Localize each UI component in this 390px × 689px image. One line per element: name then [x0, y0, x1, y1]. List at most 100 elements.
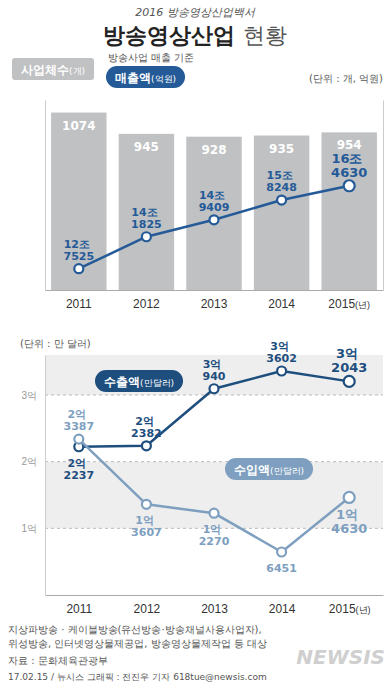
- x-tick: 2013: [201, 290, 228, 311]
- bar: [254, 136, 309, 290]
- label-line: 1825: [131, 218, 162, 231]
- data-label: 3억 3602: [266, 340, 297, 365]
- y-tick-label: 2억: [21, 456, 37, 467]
- x-tick: 2015(년): [329, 595, 371, 616]
- series-name: 수출액(만달러): [104, 375, 174, 389]
- page: 2016 방송영상산업백서방송영상산업 현황107494592893595412…: [0, 0, 390, 689]
- markers: [74, 366, 354, 451]
- x-tick: 2014: [268, 290, 295, 311]
- x-axis: 2011 2012 2013 2014 2015(년): [46, 290, 384, 311]
- label-line: 3607: [131, 526, 162, 539]
- marker: [210, 384, 219, 393]
- y-tick-label: 3억: [21, 390, 37, 401]
- label-line: 1억: [336, 507, 363, 522]
- axis-line: [45, 101, 46, 291]
- x-tick-label: 2011: [66, 602, 92, 616]
- text-part: 매출액: [115, 71, 151, 85]
- text-part: (년): [356, 605, 371, 615]
- axis-line: [46, 290, 384, 291]
- grid-band: [45, 355, 383, 395]
- unit-label: (단위 : 개, 억원): [309, 73, 383, 84]
- data-label: 12조 7525: [63, 238, 94, 263]
- grid-band: [45, 462, 383, 529]
- x-tick-label: 2011: [66, 297, 92, 311]
- title-part: 방송영상산업: [103, 23, 243, 48]
- marker: [344, 180, 355, 191]
- chart-1: 107494592893595412조 752514조 182514조 9409…: [12, 52, 384, 311]
- y-axis: 1억 2억 3억: [21, 356, 45, 596]
- y2-axis: [383, 101, 384, 291]
- text-part: 2015: [328, 297, 355, 311]
- series-name: 수입액(만달러): [234, 463, 304, 477]
- badge-box: [225, 458, 313, 480]
- text-part: 수입액: [234, 463, 270, 477]
- x-tick-label: 2012: [133, 297, 160, 311]
- label-line: 16조: [331, 151, 367, 166]
- x-tick-label: 2014: [268, 297, 295, 311]
- marker: [344, 492, 355, 503]
- text-part: 2012: [133, 297, 160, 311]
- label-line: 2237: [63, 469, 94, 482]
- text-part: (개): [69, 66, 85, 76]
- data-label: 935: [269, 142, 294, 156]
- note: 위성방송, 인터넷영상물제공업, 방송영상물제작업 등 대상: [8, 638, 267, 649]
- marker: [210, 509, 219, 518]
- x-tick: 2012: [134, 595, 161, 616]
- grid-line: [45, 461, 383, 462]
- label-line: 2270: [199, 535, 230, 548]
- text-part: (만달러): [140, 378, 174, 388]
- label-line: 6451: [266, 562, 297, 575]
- data-label: 2억 2382: [131, 415, 162, 440]
- x-tick-label: 2015(년): [329, 602, 371, 616]
- series-badge: 사업체수(개): [12, 58, 94, 80]
- x-tick: 2011: [66, 595, 92, 616]
- title: 방송영상산업 현황: [103, 23, 287, 48]
- marker: [142, 232, 151, 241]
- text-part: 2012: [134, 602, 161, 616]
- data-label: 1억 3607: [131, 514, 162, 539]
- data-label: 928: [201, 143, 226, 157]
- text-part: 2014: [269, 602, 296, 616]
- text-part: 2013: [201, 297, 228, 311]
- x-tick: 2011: [66, 290, 92, 311]
- text-part: 2011: [66, 297, 92, 311]
- x-tick: 2015(년): [328, 290, 370, 311]
- title-part: 현황: [243, 23, 287, 48]
- x-tick-label: 2013: [201, 602, 228, 616]
- label-line: 940: [203, 370, 226, 383]
- badge-box: [106, 66, 185, 88]
- y-tick-label: 1억: [21, 523, 37, 534]
- label-line: 3602: [266, 352, 297, 365]
- x-tick-label: 2013: [201, 297, 228, 311]
- x-tick-label: 2014: [269, 602, 296, 616]
- bars: [51, 113, 377, 290]
- y-tick: 3억: [21, 390, 45, 401]
- labels: 2억 22372억 23823억 9403억 36023억 20432억 338…: [63, 340, 367, 575]
- marker: [277, 196, 286, 205]
- text-part: 수출액: [104, 375, 140, 389]
- badge-box: [12, 58, 94, 80]
- infographic: 2016 방송영상산업백서방송영상산업 현황107494592893595412…: [0, 0, 390, 689]
- series-name: 매출액(억원): [115, 71, 176, 85]
- label-line: 4630: [331, 165, 367, 180]
- x-axis: 2011 2012 2013 2014 2015(년): [46, 595, 384, 616]
- bar: [51, 113, 106, 290]
- data-label: 945: [134, 140, 159, 154]
- series-badge: 수입액(만달러): [225, 458, 313, 480]
- x-tick-label: 2012: [134, 602, 161, 616]
- text-part: 사업체수: [21, 63, 69, 77]
- text-part: 2011: [66, 602, 92, 616]
- axis-line: [45, 356, 46, 596]
- annotation: 방송사업 매출 기준: [108, 52, 194, 63]
- data-label: 3억 2043: [331, 346, 367, 375]
- series-badge: 수출액(만달러): [95, 370, 183, 392]
- marker: [142, 441, 151, 450]
- y-tick: 1억: [21, 523, 45, 534]
- badge-box: [95, 370, 183, 392]
- marker: [142, 500, 151, 509]
- grid-band: [45, 395, 383, 462]
- series-badge: 매출액(억원): [106, 66, 185, 88]
- marker: [277, 366, 286, 375]
- data-label: 14조 1825: [131, 206, 162, 231]
- markers: [74, 180, 354, 273]
